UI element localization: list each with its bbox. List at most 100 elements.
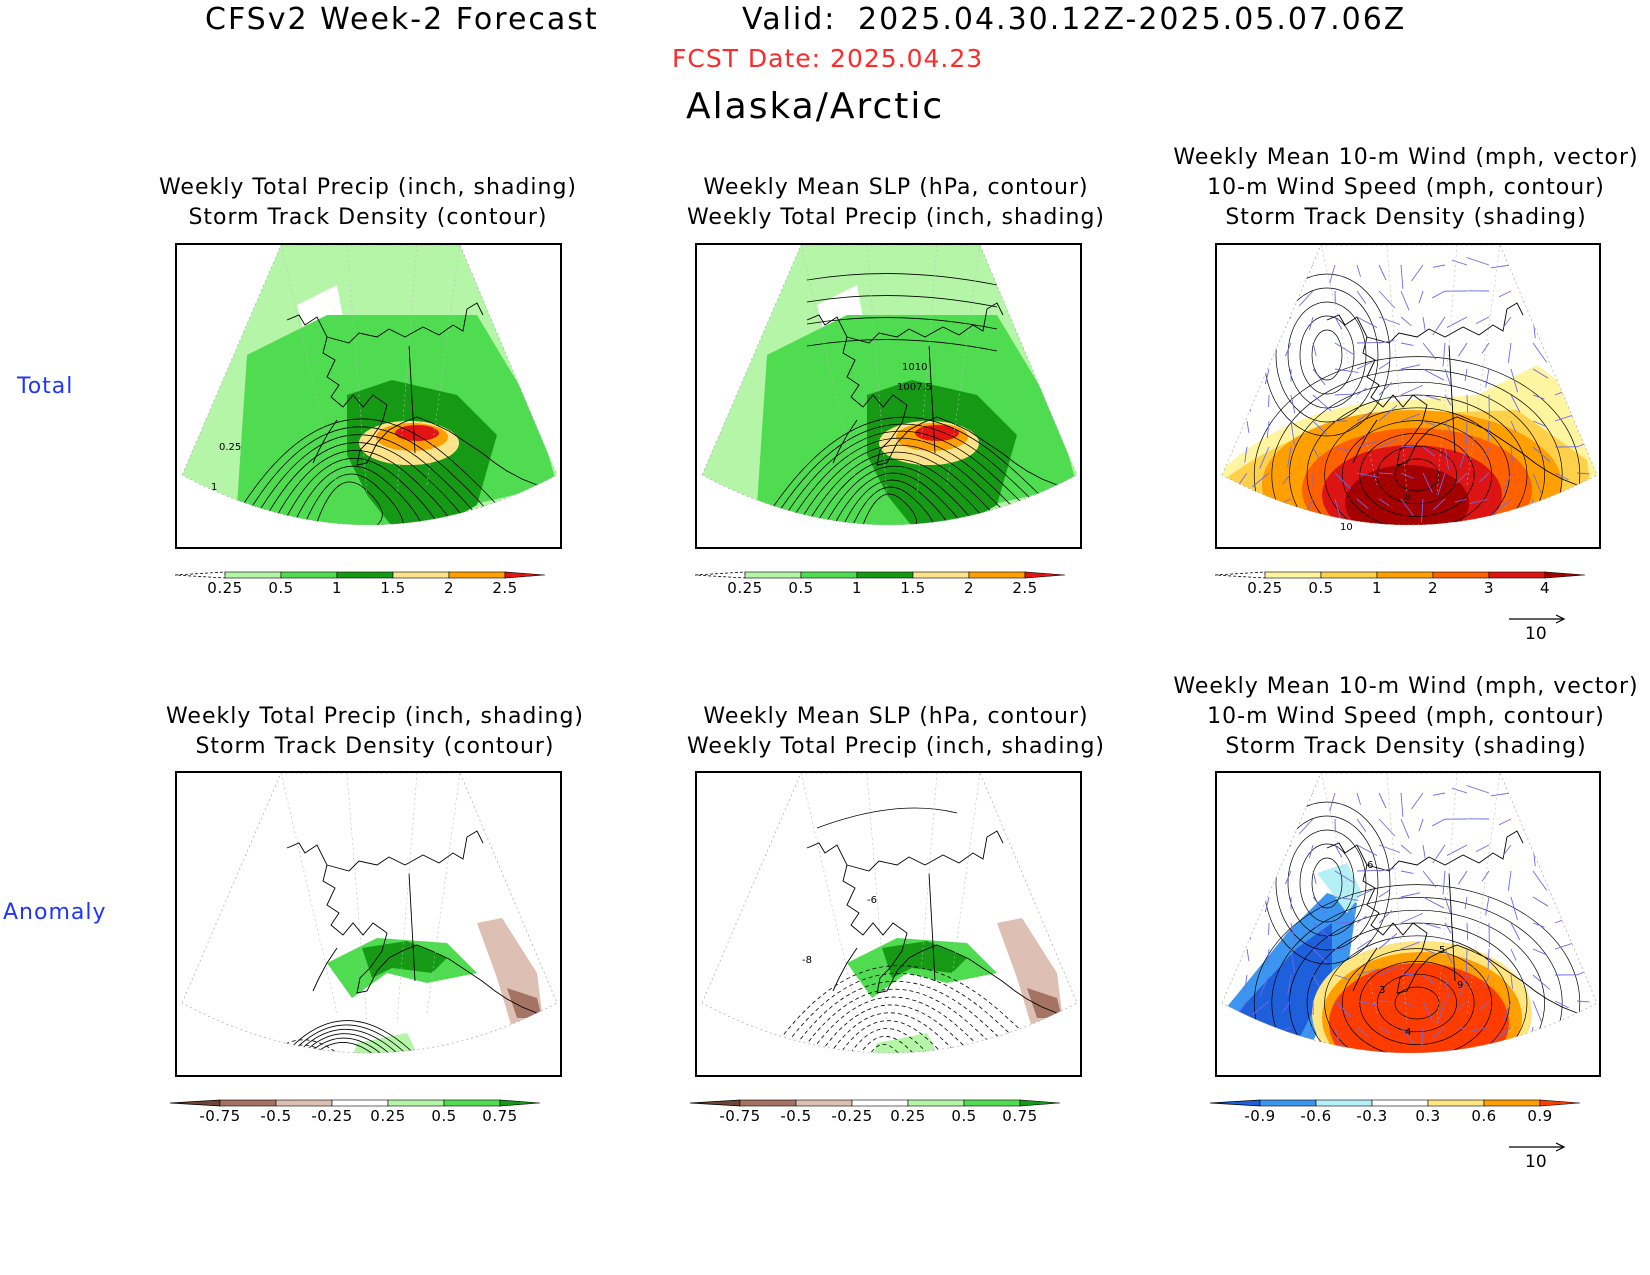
colorbar-swatch [448,571,506,579]
wind-vector [1421,498,1424,523]
wind-vector [1378,1000,1393,1003]
wind-vector [1422,922,1441,929]
map-layer [702,807,1077,1053]
map-anom-precip [175,771,562,1077]
slp-anomaly-contour [702,973,1077,1053]
slp-contour [749,444,1049,525]
wind-vector [1493,1052,1512,1053]
slp-contour [806,273,998,286]
wind-vector [1400,472,1414,479]
wind-vector [1400,941,1420,950]
wind-vector [1503,472,1512,494]
vector-reference-total: 10 [1507,610,1567,644]
wind-vector [1576,1000,1590,1003]
wind-vector [1266,948,1270,967]
wind-vector [1433,1026,1446,1039]
colorbar-swatch [280,571,338,579]
panel-title-anom-slp: Weekly Mean SLP (hPa, contour) Weekly To… [676,702,1116,762]
wind-vector [1334,393,1353,396]
wind-vector [1554,870,1571,876]
wind-vector [1444,974,1450,998]
wind-vector [1411,264,1424,282]
wind-vector [1433,524,1446,525]
slp-anomaly-contour [807,1020,970,1053]
colorbar-swatch [443,1099,501,1107]
wind-vector [1334,316,1343,330]
wind-vector [1378,792,1387,809]
wind-vector [1378,910,1393,924]
wind-speed-contour [1275,815,1379,951]
wind-vector [1244,974,1248,991]
wind-vector [1234,818,1248,822]
wind-vector [1282,472,1292,485]
wind-vector [1273,844,1292,859]
slp-contour [806,317,998,330]
wind-vector [1532,922,1545,928]
contour-label: 6 [1367,860,1373,871]
wind-vector [1532,870,1548,891]
colorbar-tick-label: 4 [1539,579,1551,597]
wind-vector [1356,844,1378,856]
wind-vector [1356,818,1367,832]
wind-vector [1431,290,1446,299]
wind-vector [1378,1052,1390,1053]
wind-speed-contour [1253,884,1581,1053]
wind-vector [1312,368,1326,386]
wind-vector [1422,472,1433,493]
colorbar-tick-label: 1 [1371,579,1383,597]
wind-vector [1411,792,1424,810]
wind-vector [1293,1052,1314,1053]
wind-vector [1479,1000,1490,1011]
wind-vector [1400,445,1414,448]
wind-vector [1554,472,1569,481]
contour-label: 0.25 [219,442,241,453]
wind-vector [1576,406,1594,422]
storm-track-shading [1237,923,1332,1043]
vector-reference-label: 10 [1525,624,1547,644]
wind-vector [1287,446,1292,468]
colorbar-swatches [170,1099,541,1107]
wind-vector [1431,818,1446,827]
wind-vector [1298,818,1314,835]
wind-vector [1510,948,1517,961]
wind-vector [1532,1000,1543,1023]
colorbar-swatch [331,1099,389,1107]
wind-vector [1459,446,1468,468]
precip-shading [1027,988,1062,1018]
wind-vector [1247,316,1270,327]
colorbar-swatch [170,1099,221,1107]
storm-track-contour [232,1044,373,1053]
wind-vector [1554,844,1573,861]
wind-vector [1378,498,1390,507]
wind-vector [1422,420,1435,426]
main-title: CFSv2 Week-2 Forecast [205,2,599,37]
storm-track-contour [226,1024,468,1053]
wind-vector [1554,524,1559,525]
wind-vector [1448,1049,1468,1053]
coastline [286,302,556,488]
colorbar-tick-label: -0.75 [199,1107,241,1125]
wind-vector [1238,870,1248,892]
wind-vector [1400,818,1410,839]
wind-vector [1329,264,1336,284]
wind-vector [1532,316,1536,339]
wind-vector [1458,870,1468,885]
colorbar-swatch [695,571,746,579]
wind-vector [1487,948,1490,970]
wind-vector [1576,524,1591,525]
colorbar-tick-label: 3 [1483,579,1495,597]
colorbar-swatch [1264,571,1322,579]
wind-vector [1442,342,1446,367]
wind-vector [1576,290,1593,308]
map-boundary [1221,773,1598,1054]
wind-vector [1510,922,1521,941]
wind-vector [1422,316,1426,331]
wind-vector [1287,974,1292,996]
wind-vector [1490,264,1512,269]
colorbar-tick-label: 0.25 [1247,579,1283,597]
graticule-line [1436,773,1458,1024]
wind-vector [1356,411,1372,422]
title-line: Storm Track Density (shading) [1225,205,1587,230]
wind-vector [1356,361,1372,370]
colorbar-swatches [690,1099,1061,1107]
